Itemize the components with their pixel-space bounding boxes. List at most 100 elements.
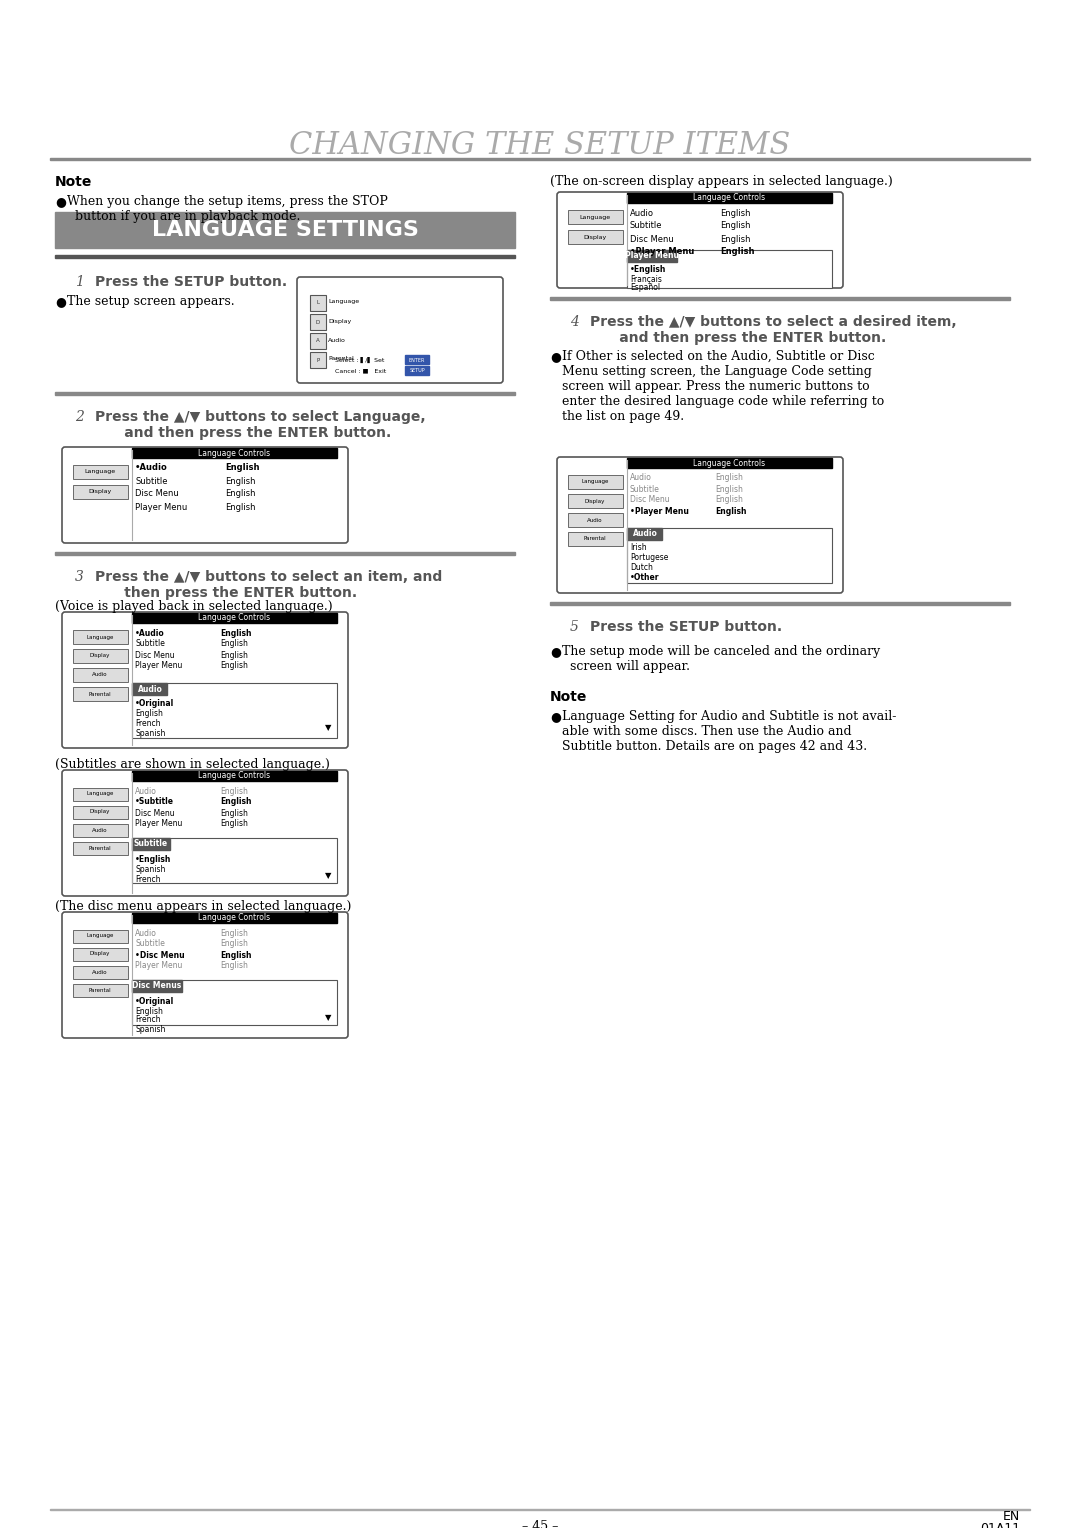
- Text: Audio: Audio: [92, 828, 108, 833]
- Bar: [405, 367, 429, 374]
- Text: •Original: •Original: [135, 998, 174, 1007]
- Text: Spanish: Spanish: [135, 1024, 165, 1033]
- Bar: [132, 448, 337, 458]
- Bar: [73, 484, 129, 500]
- Text: Press the SETUP button.: Press the SETUP button.: [95, 275, 287, 289]
- Bar: [73, 465, 129, 478]
- Bar: [550, 602, 1010, 605]
- Bar: [132, 772, 337, 781]
- Bar: [627, 251, 677, 261]
- Text: English: English: [225, 489, 256, 498]
- Text: SETUP: SETUP: [409, 368, 424, 373]
- Text: English: English: [220, 787, 248, 796]
- Text: Language Controls: Language Controls: [199, 614, 271, 622]
- Text: Display: Display: [584, 498, 605, 504]
- Text: •Player Menu: •Player Menu: [630, 248, 694, 257]
- Text: ENTER: ENTER: [409, 358, 426, 362]
- Bar: [73, 788, 129, 801]
- Text: •Player Menu: •Player Menu: [630, 506, 689, 515]
- Text: English: English: [715, 495, 743, 504]
- Text: Subtitle: Subtitle: [135, 940, 165, 949]
- Text: Press the ▲/▼ buttons to select a desired item,
      and then press the ENTER b: Press the ▲/▼ buttons to select a desire…: [590, 315, 957, 345]
- Bar: [568, 494, 623, 507]
- Text: Language: Language: [86, 934, 113, 938]
- Text: Display: Display: [90, 654, 110, 659]
- Text: Display: Display: [583, 234, 607, 240]
- Bar: [132, 914, 337, 923]
- Text: Language Controls: Language Controls: [199, 914, 271, 923]
- Text: Subtitle: Subtitle: [135, 640, 165, 648]
- Bar: [568, 209, 623, 225]
- Text: ●: ●: [550, 711, 561, 723]
- Text: Parental: Parental: [89, 692, 111, 697]
- Text: Parental: Parental: [328, 356, 354, 362]
- Text: 4: 4: [570, 315, 579, 329]
- Text: Disc Menu: Disc Menu: [135, 651, 175, 660]
- Text: English: English: [220, 662, 248, 671]
- Text: Press the ▲/▼ buttons to select an item, and
      then press the ENTER button.: Press the ▲/▼ buttons to select an item,…: [95, 570, 442, 601]
- Bar: [73, 805, 129, 819]
- Text: English: English: [220, 819, 248, 828]
- Text: Language: Language: [328, 299, 360, 304]
- Text: Press the SETUP button.: Press the SETUP button.: [590, 620, 782, 634]
- Text: Select : ▌/▌ Set: Select : ▌/▌ Set: [335, 358, 389, 364]
- Text: English: English: [220, 651, 248, 660]
- Bar: [73, 842, 129, 856]
- Text: ▼: ▼: [325, 723, 332, 732]
- Text: (Voice is played back in selected language.): (Voice is played back in selected langua…: [55, 601, 333, 613]
- Bar: [132, 683, 167, 695]
- Text: •Other: •Other: [630, 573, 660, 582]
- Bar: [550, 296, 1010, 299]
- Bar: [132, 613, 337, 623]
- Text: When you change the setup items, press the STOP
  button if you are in playback : When you change the setup items, press t…: [67, 196, 388, 223]
- Text: English: English: [720, 208, 751, 217]
- Bar: [627, 529, 662, 539]
- Text: English: English: [715, 506, 746, 515]
- Text: Disc Menu: Disc Menu: [135, 808, 175, 817]
- Bar: [55, 393, 515, 396]
- Bar: [627, 529, 832, 584]
- Text: French: French: [135, 876, 161, 885]
- Text: 5: 5: [570, 620, 579, 634]
- Text: Audio: Audio: [137, 685, 162, 694]
- Text: Language Controls: Language Controls: [693, 458, 766, 468]
- Text: Language Setting for Audio and Subtitle is not avail-
able with some discs. Then: Language Setting for Audio and Subtitle …: [562, 711, 896, 753]
- Text: 3: 3: [75, 570, 84, 584]
- Text: Cancel : ■   Exit: Cancel : ■ Exit: [335, 368, 390, 373]
- Bar: [73, 947, 129, 961]
- Text: LANGUAGE SETTINGS: LANGUAGE SETTINGS: [151, 220, 418, 240]
- Text: Français: Français: [630, 275, 662, 284]
- Text: Audio: Audio: [135, 929, 157, 938]
- Bar: [50, 157, 1030, 160]
- Text: Audio: Audio: [92, 672, 108, 677]
- Bar: [568, 532, 623, 545]
- Bar: [627, 458, 832, 468]
- Text: •Original: •Original: [135, 698, 174, 707]
- Bar: [405, 354, 429, 364]
- Text: Language Controls: Language Controls: [199, 772, 271, 781]
- Bar: [568, 475, 623, 489]
- Text: English: English: [135, 709, 163, 718]
- Text: Language: Language: [581, 480, 609, 484]
- Text: Language: Language: [86, 634, 113, 640]
- FancyBboxPatch shape: [62, 448, 348, 542]
- Text: ●: ●: [550, 645, 561, 659]
- Bar: [73, 688, 129, 701]
- Text: Español: Español: [630, 284, 660, 292]
- Text: ●: ●: [55, 196, 66, 208]
- Text: •Audio: •Audio: [135, 628, 165, 637]
- Bar: [73, 966, 129, 979]
- Text: Disc Menu: Disc Menu: [630, 495, 670, 504]
- Text: English: English: [220, 961, 248, 970]
- Text: English: English: [715, 474, 743, 483]
- Text: Spanish: Spanish: [135, 865, 165, 874]
- Bar: [73, 984, 129, 996]
- Text: Display: Display: [90, 810, 110, 814]
- Text: Player Menu: Player Menu: [135, 662, 183, 671]
- Text: •Subtitle: •Subtitle: [135, 798, 174, 807]
- Text: English: English: [220, 628, 252, 637]
- Text: Press the ▲/▼ buttons to select Language,
      and then press the ENTER button.: Press the ▲/▼ buttons to select Language…: [95, 410, 426, 440]
- Bar: [55, 212, 515, 248]
- Text: Player Menu: Player Menu: [135, 503, 187, 512]
- Bar: [132, 683, 337, 738]
